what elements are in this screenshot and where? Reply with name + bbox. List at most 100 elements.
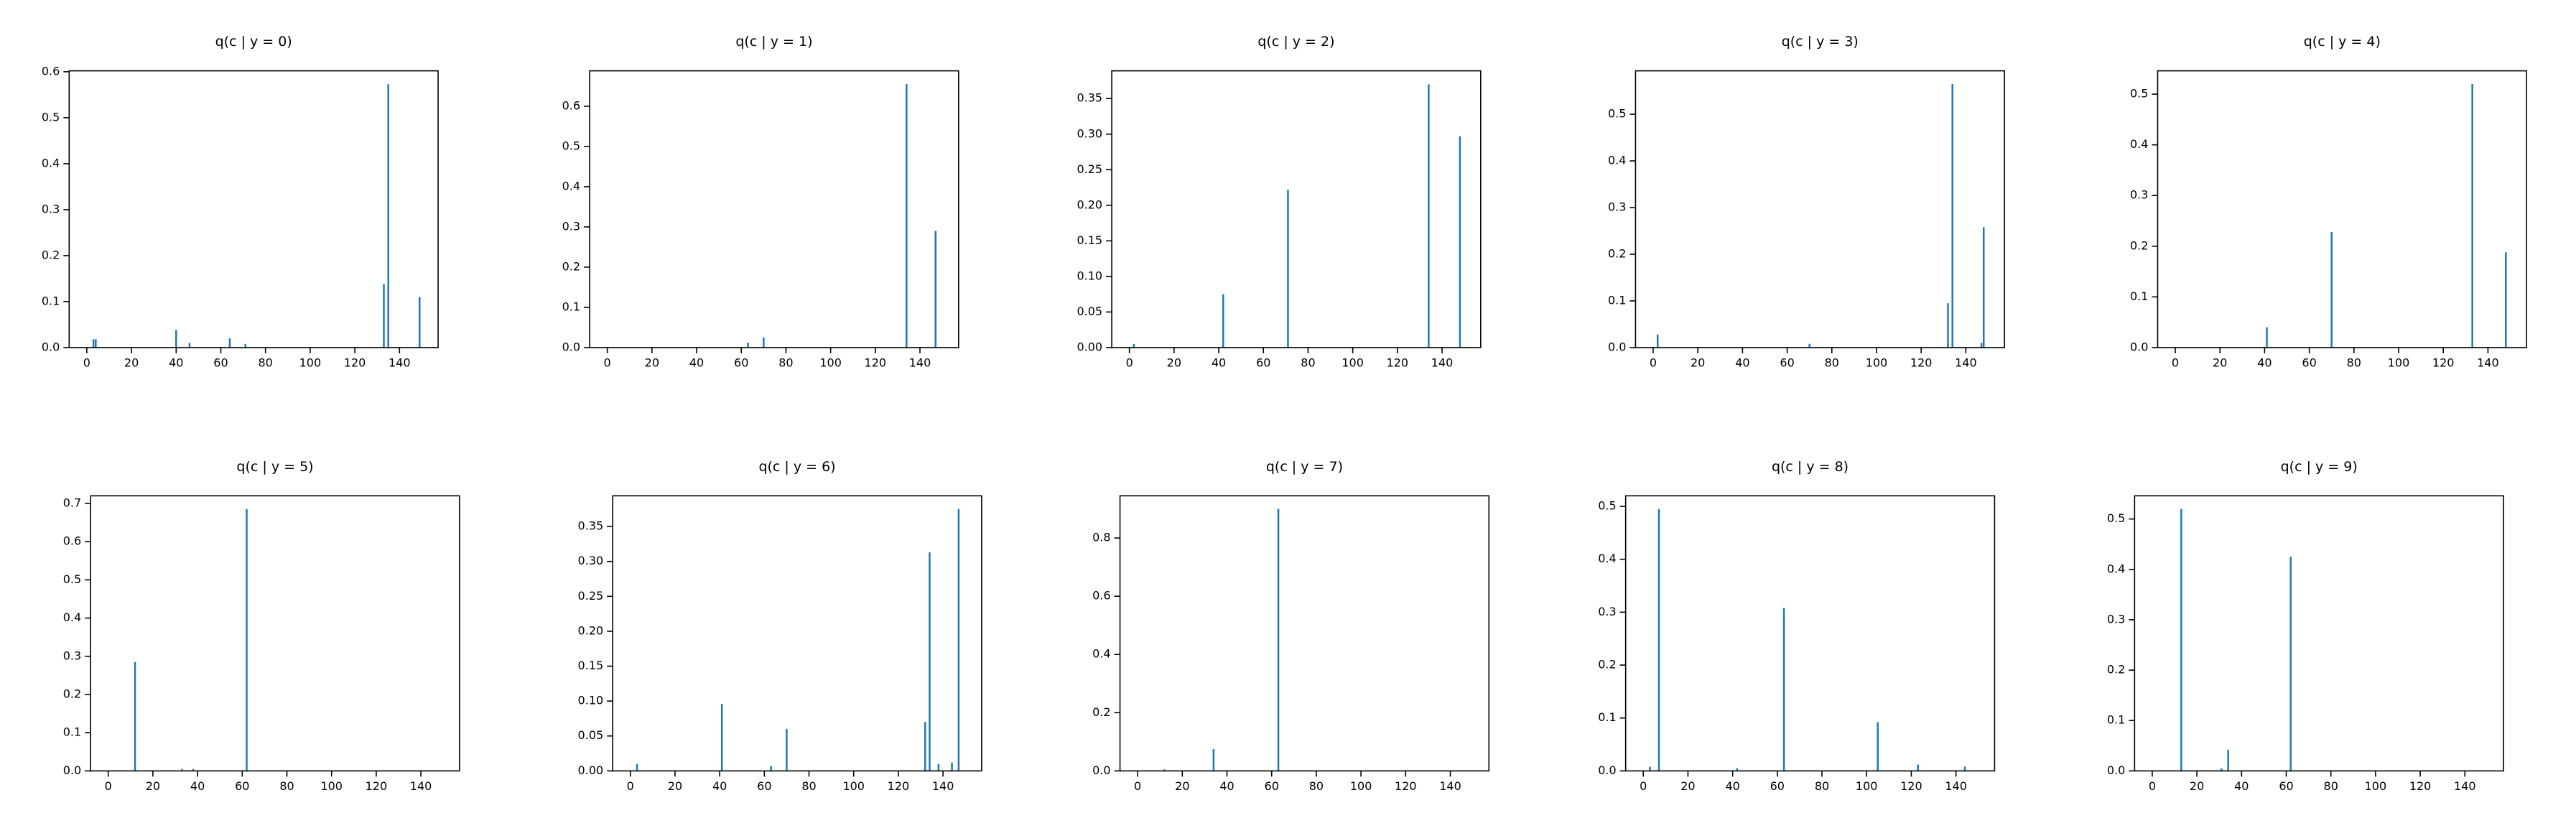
- x-tick-label: 60: [1780, 356, 1794, 369]
- x-tick-label: 80: [1815, 779, 1829, 793]
- bar: [770, 766, 772, 771]
- x-tick-label: 100: [1856, 779, 1878, 793]
- x-tick-label: 20: [645, 356, 659, 369]
- y-tick-label: 0.00: [578, 763, 604, 777]
- bar: [1980, 343, 1983, 348]
- x-tick-label: 140: [2454, 779, 2476, 793]
- bar: [2266, 327, 2268, 348]
- y-tick-label: 0.0: [1092, 763, 1110, 777]
- x-tick-label: 120: [366, 779, 388, 793]
- x-tick-label: 100: [842, 779, 865, 793]
- bar: [1287, 190, 1289, 348]
- x-tick-label: 40: [1219, 779, 1234, 793]
- y-tick-label: 0.35: [578, 519, 604, 533]
- bar: [2505, 252, 2507, 348]
- y-tick-label: 0.0: [562, 340, 580, 353]
- y-tick-label: 0.4: [42, 156, 60, 169]
- x-tick-label: 120: [2432, 356, 2455, 369]
- bar: [786, 729, 788, 771]
- x-tick-label: 0: [1640, 779, 1647, 793]
- y-tick-label: 0.7: [63, 496, 81, 509]
- x-tick-label: 20: [2213, 356, 2227, 369]
- x-tick-label: 60: [2279, 779, 2293, 793]
- y-tick-label: 0.5: [2130, 87, 2148, 101]
- axes-frame: [2157, 70, 2527, 348]
- x-tick-label: 40: [712, 779, 727, 793]
- x-tick-label: 60: [235, 779, 249, 793]
- y-tick-label: 0.0: [63, 763, 81, 777]
- x-tick-label: 140: [1431, 356, 1454, 369]
- x-tick-label: 40: [2257, 356, 2272, 369]
- bar: [1736, 768, 1739, 771]
- y-tick-label: 0.35: [1077, 91, 1102, 105]
- x-tick-label: 80: [1309, 779, 1324, 793]
- chart-title: q(c | y = 5): [236, 459, 313, 475]
- y-tick-label: 0.5: [1608, 107, 1626, 121]
- y-tick-label: 0.1: [2107, 713, 2125, 727]
- bar: [244, 343, 246, 348]
- y-tick-label: 0.20: [578, 623, 604, 637]
- x-tick-label: 100: [2365, 779, 2387, 793]
- x-tick-label: 40: [169, 356, 183, 369]
- bar: [2289, 557, 2292, 771]
- bar: [1222, 294, 1224, 348]
- x-tick-label: 100: [1866, 356, 1888, 369]
- y-tick-label: 0.20: [1077, 198, 1102, 211]
- y-tick-label: 0.0: [42, 340, 60, 353]
- bar: [929, 552, 931, 771]
- x-tick-label: 20: [1167, 356, 1181, 369]
- x-tick-label: 20: [2190, 779, 2204, 793]
- y-tick-label: 0.05: [1077, 305, 1102, 318]
- y-tick-label: 0.2: [42, 248, 60, 261]
- x-tick-label: 120: [344, 356, 366, 369]
- y-tick-label: 0.1: [2130, 289, 2148, 303]
- y-tick-label: 0.15: [578, 659, 604, 672]
- x-tick-label: 80: [2347, 356, 2361, 369]
- axes-frame: [90, 495, 460, 772]
- bar: [1459, 136, 1461, 348]
- bar: [134, 661, 136, 771]
- bar: [1951, 83, 1953, 348]
- x-tick-label: 80: [258, 356, 272, 369]
- bar: [1277, 508, 1280, 771]
- bar: [924, 722, 926, 771]
- x-tick-label: 100: [1342, 356, 1364, 369]
- bar: [1947, 303, 1949, 348]
- x-tick-label: 20: [1691, 356, 1705, 369]
- y-tick-label: 0.2: [1608, 246, 1626, 260]
- x-tick-label: 140: [2477, 356, 2499, 369]
- chart-title: q(c | y = 3): [1782, 34, 1859, 50]
- y-tick-label: 0.5: [2107, 511, 2125, 525]
- axes-frame: [612, 495, 982, 772]
- x-tick-label: 120: [888, 779, 910, 793]
- x-tick-label: 140: [932, 779, 954, 793]
- axes-frame: [1635, 70, 2005, 348]
- bar: [1649, 766, 1651, 771]
- y-tick-label: 0.1: [1608, 293, 1626, 307]
- bar: [92, 339, 95, 348]
- y-tick-label: 0.5: [42, 110, 60, 124]
- y-tick-label: 0.15: [1077, 233, 1102, 247]
- x-tick-label: 100: [819, 356, 842, 369]
- y-tick-label: 0.30: [1077, 126, 1102, 140]
- bar: [747, 343, 749, 348]
- x-tick-label: 0: [2172, 356, 2179, 369]
- y-tick-label: 0.25: [578, 589, 604, 603]
- x-tick-label: 80: [1301, 356, 1315, 369]
- y-tick-label: 0.3: [63, 649, 81, 662]
- y-tick-label: 0.3: [1598, 605, 1616, 618]
- x-tick-label: 40: [1725, 779, 1739, 793]
- y-tick-label: 0.2: [2107, 663, 2125, 677]
- bar: [937, 763, 940, 771]
- x-tick-label: 20: [1175, 779, 1189, 793]
- y-tick-label: 0.0: [1598, 763, 1616, 777]
- chart-title: q(c | y = 1): [735, 34, 812, 50]
- x-tick-label: 40: [689, 356, 704, 369]
- bar: [2227, 749, 2229, 771]
- y-tick-label: 0.4: [63, 610, 81, 624]
- y-tick-label: 0.1: [1598, 710, 1616, 724]
- y-tick-label: 0.4: [1092, 647, 1110, 661]
- bar: [934, 231, 937, 348]
- y-tick-label: 0.3: [2107, 612, 2125, 626]
